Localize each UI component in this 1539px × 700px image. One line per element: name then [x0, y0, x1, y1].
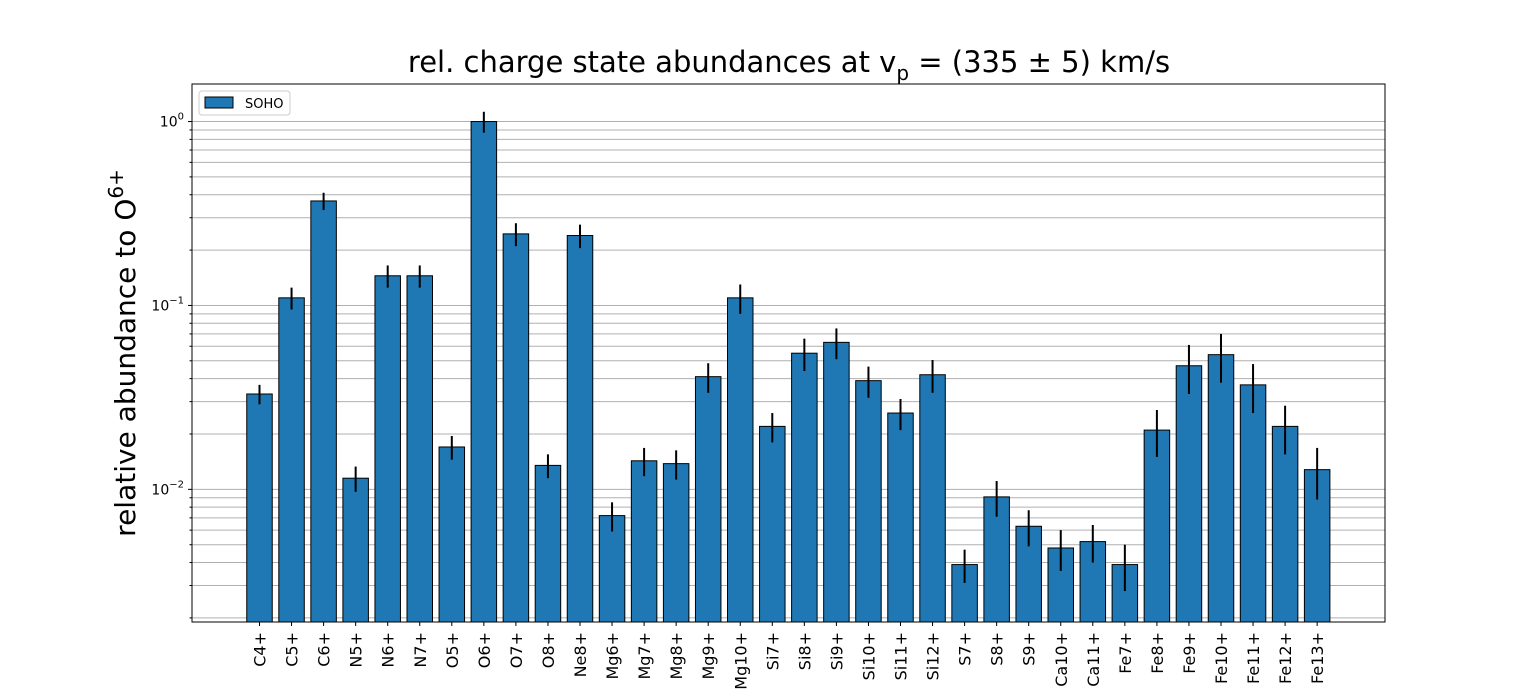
legend-label: SOHO — [245, 97, 284, 112]
x-tick-label: Fe7+ — [1116, 632, 1135, 674]
x-tick-label: Si7+ — [763, 632, 782, 670]
bar — [246, 393, 273, 623]
bar — [310, 200, 337, 623]
x-tick-label: Fe8+ — [1148, 632, 1167, 674]
bar — [566, 235, 594, 623]
y-tick-exponent: 0 — [178, 112, 184, 123]
bar — [887, 412, 914, 623]
x-tick-label: Si9+ — [827, 632, 846, 670]
bar — [1239, 384, 1267, 623]
x-tick-label: Fe10+ — [1212, 632, 1231, 684]
bar — [342, 477, 369, 623]
x-tick-label: O7+ — [507, 632, 526, 668]
y-tick-base: 10 — [160, 115, 178, 131]
y-tick-label: 10−1 — [151, 295, 184, 314]
bar — [470, 121, 498, 623]
x-tick-label: Fe12+ — [1276, 632, 1295, 684]
title-rest: = (335 ± 5) km/s — [909, 45, 1170, 79]
title-subscript: p — [896, 61, 909, 85]
x-tick-label: Mg9+ — [699, 632, 718, 680]
bar — [1175, 365, 1203, 623]
x-tick-label: O5+ — [443, 632, 462, 668]
ylabel-superscript: 6+ — [104, 169, 128, 198]
ylabel-main: relative abundance to O — [109, 199, 142, 537]
x-tick-label: O6+ — [475, 632, 494, 668]
y-tick-base: 10 — [151, 482, 169, 498]
bar — [1271, 425, 1299, 623]
x-tick-label: Fe13+ — [1308, 632, 1327, 684]
legend-swatch — [204, 96, 234, 109]
bar — [727, 297, 754, 623]
x-tick-label: Fe9+ — [1180, 632, 1199, 674]
x-tick-label: Si11+ — [892, 632, 911, 680]
bar — [630, 460, 658, 623]
x-tick-label: S9+ — [1020, 632, 1039, 666]
y-axis-label: relative abundance to O6+ — [104, 169, 142, 537]
errorbars-layer — [258, 111, 1319, 592]
y-tick-exponent: −2 — [169, 479, 184, 490]
x-tick-label: Ne8+ — [571, 632, 590, 677]
grid-layer — [192, 121, 1385, 619]
x-tick-label: Fe11+ — [1244, 632, 1263, 684]
bar — [1143, 429, 1171, 623]
legend: SOHO — [198, 90, 291, 116]
x-tick-label: Mg6+ — [603, 632, 622, 680]
x-tick-label: N5+ — [347, 632, 366, 668]
bar — [662, 463, 690, 623]
x-tick-label: Si10+ — [859, 632, 878, 680]
bar — [791, 352, 818, 623]
bars-layer — [246, 121, 1331, 623]
x-tick-label: C4+ — [251, 632, 270, 667]
x-tick-label: Mg7+ — [635, 632, 654, 680]
bar — [919, 374, 946, 623]
x-axis-ticks: C4+ C5+ C6+ N5+ N6+ N7+ O5+ O6+ O7+ O8+ Ne8+ Mg6+ Mg… — [251, 622, 1327, 690]
y-tick-exponent: −1 — [169, 295, 184, 306]
bar — [823, 341, 850, 623]
bar — [1207, 354, 1235, 623]
x-tick-label: Mg10+ — [731, 632, 750, 690]
x-tick-label: N6+ — [379, 632, 398, 668]
x-tick-label: O8+ — [539, 632, 558, 668]
x-tick-label: Ca10+ — [1052, 632, 1071, 687]
y-tick-base: 10 — [151, 298, 169, 314]
bar — [438, 446, 466, 623]
bar — [406, 275, 433, 623]
bar — [598, 515, 626, 623]
y-tick-label: 100 — [160, 112, 184, 131]
plot-frame — [191, 83, 1386, 623]
x-tick-label: Si8+ — [795, 632, 814, 670]
bar — [502, 233, 530, 623]
x-tick-label: C6+ — [315, 632, 334, 667]
title-main: rel. charge state abundances at v — [408, 45, 896, 79]
bar — [694, 376, 722, 623]
x-tick-label: Si12+ — [924, 632, 943, 680]
x-tick-label: N7+ — [411, 632, 430, 668]
bar — [534, 464, 562, 623]
bar — [855, 380, 882, 623]
x-tick-label: Mg8+ — [667, 632, 686, 680]
bar — [278, 297, 305, 623]
y-tick-label: 10−2 — [151, 479, 184, 498]
bar — [759, 425, 786, 623]
x-tick-label: C5+ — [283, 632, 302, 667]
chart-title: rel. charge state abundances at vp = (33… — [408, 45, 1170, 85]
bar — [374, 275, 401, 623]
x-tick-label: Ca11+ — [1084, 632, 1103, 687]
bar — [983, 496, 1010, 623]
x-tick-label: S8+ — [988, 632, 1007, 666]
x-tick-label: S7+ — [956, 632, 975, 666]
